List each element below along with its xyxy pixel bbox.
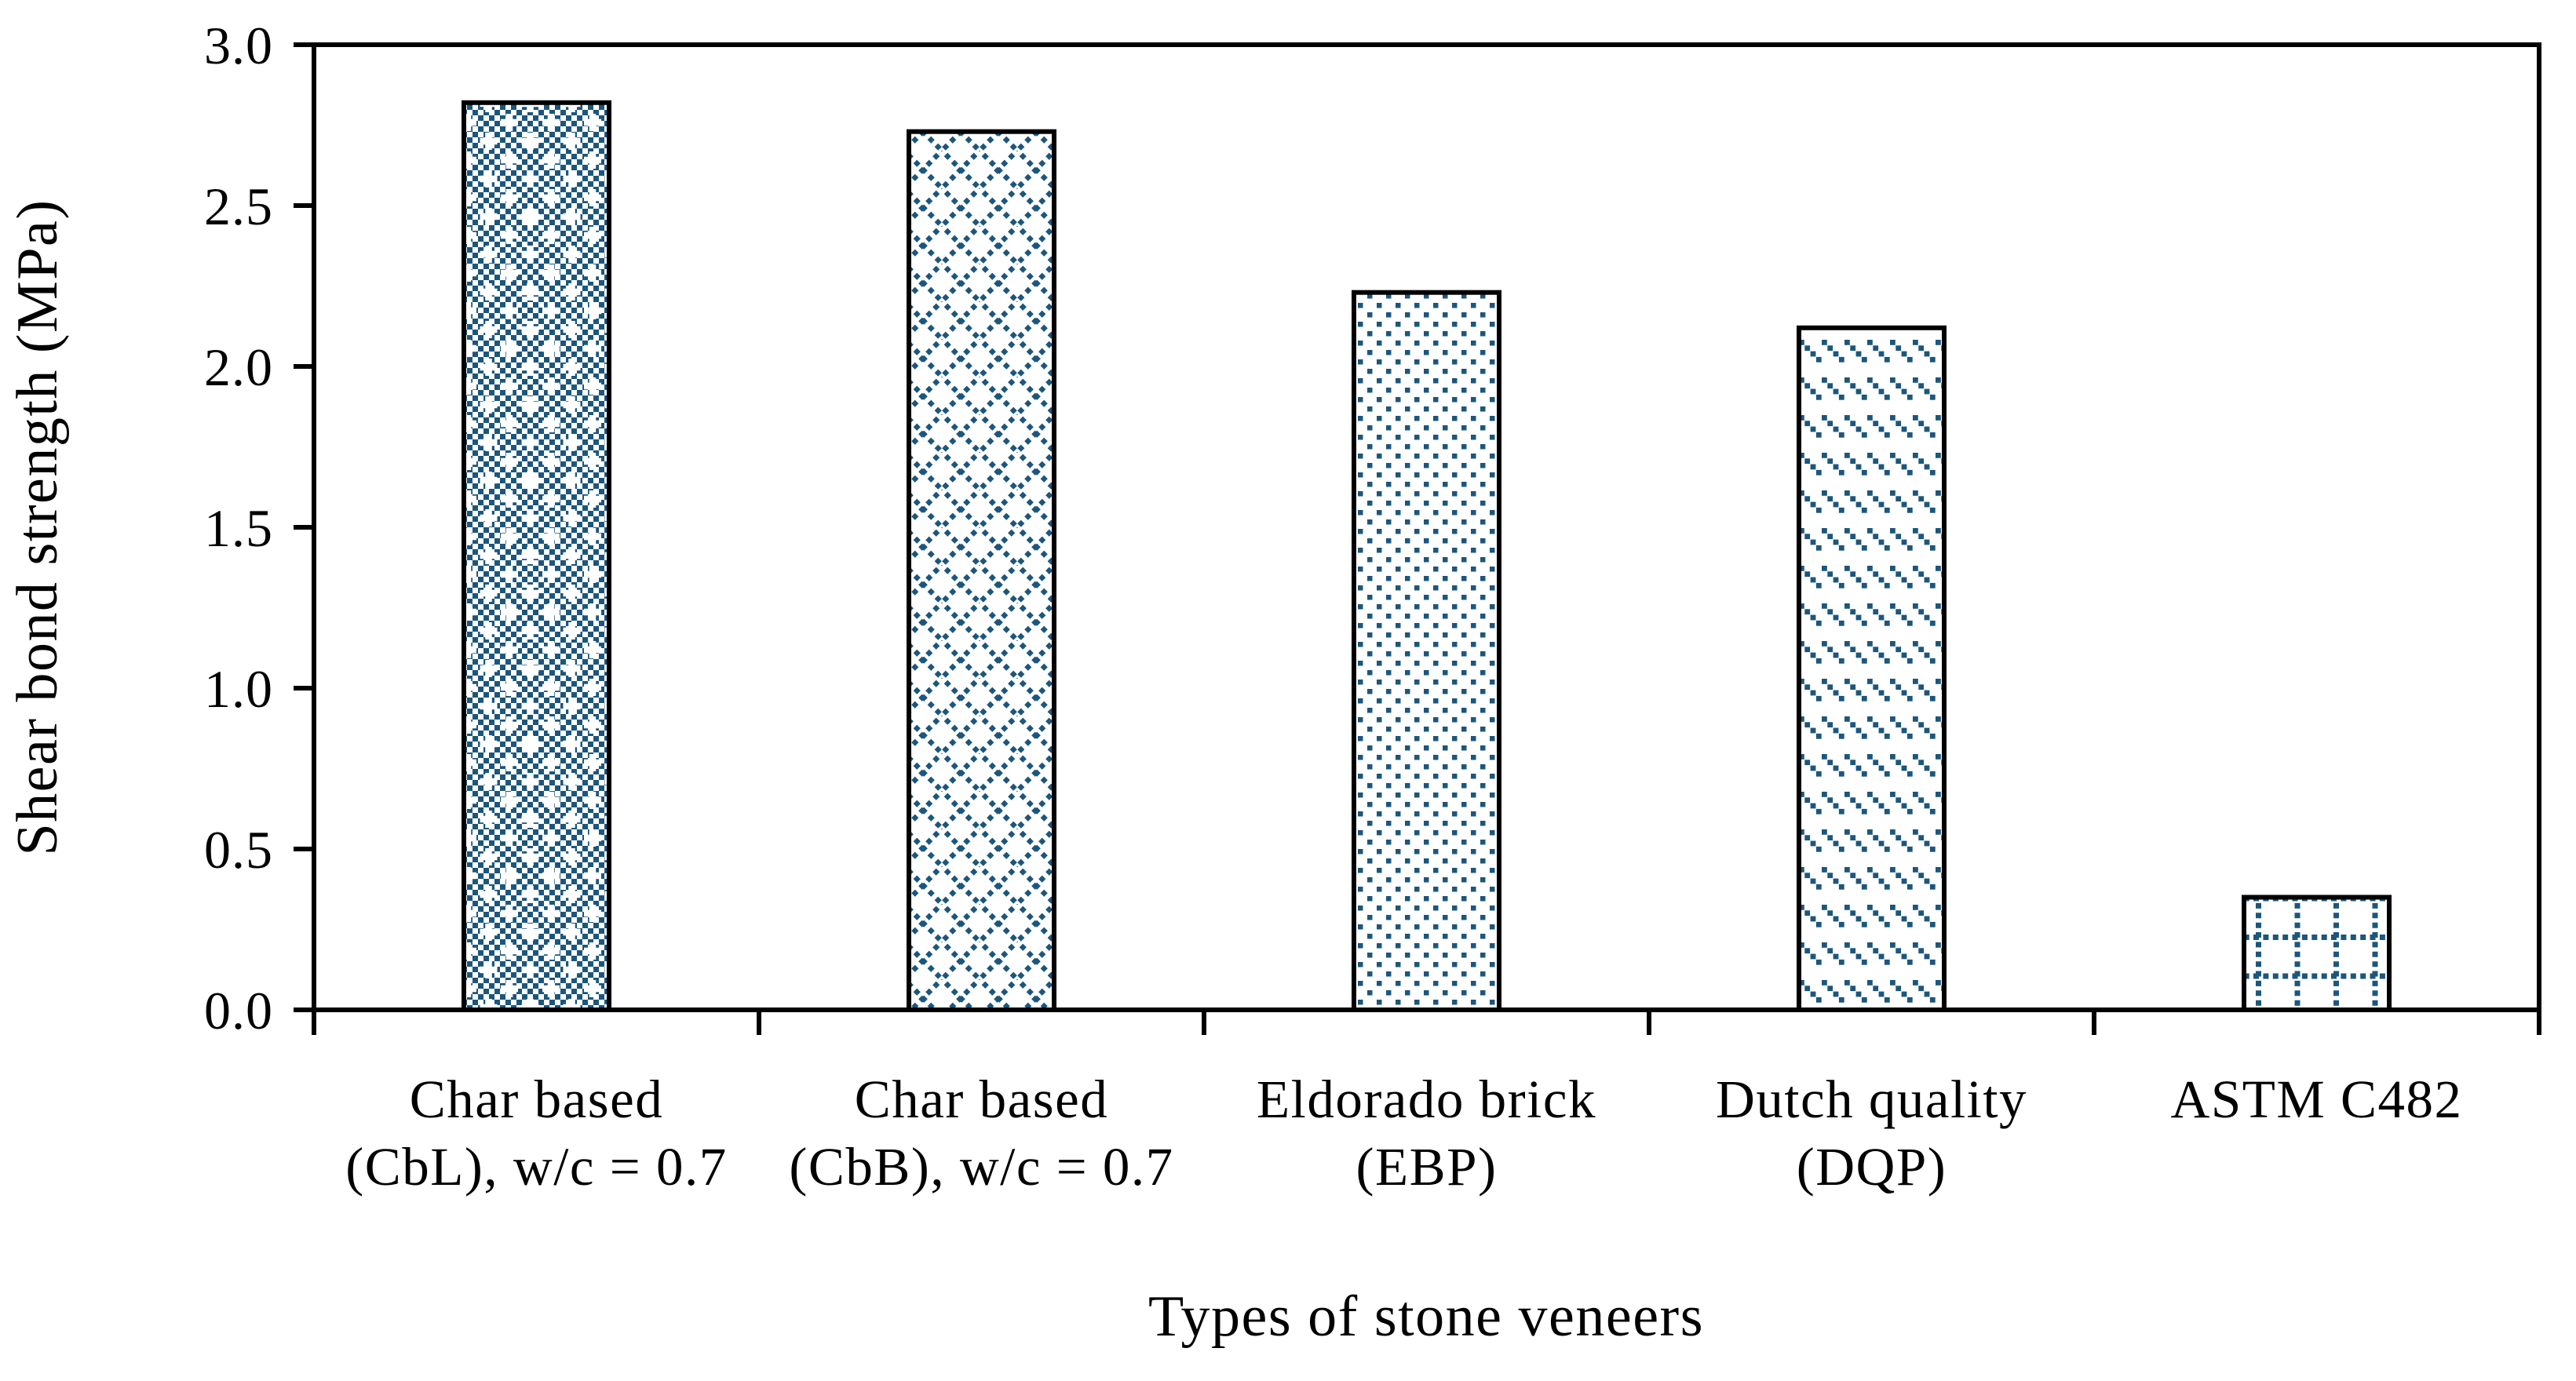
x-category-labels: Char based (CbL), w/c = 0.7 Char based (CbB… [345,1069,2463,1197]
x-category-label: Char based [855,1069,1108,1129]
x-category-label: Char based [410,1069,663,1129]
bar [907,129,1056,1013]
bar-fill-diamond-dot-lattice [909,131,1054,1011]
x-category-label: (CbB), w/c = 0.7 [789,1137,1173,1197]
x-category-label: ASTM C482 [2171,1069,2463,1129]
y-tick-label: 1.0 [204,659,273,719]
bar [1797,325,1947,1012]
bar [1352,290,1501,1012]
y-tick-label: 2.0 [204,337,273,397]
bar-fill-sparse-dots [1354,292,1499,1010]
x-category-label: (EBP) [1356,1137,1498,1197]
x-category-label: (DQP) [1797,1137,1947,1197]
bar [462,100,611,1012]
bar-fill-dashed-diagonal [1799,327,1944,1010]
bar-fill-dotted-grid [2244,897,2389,1010]
y-tick-label: 0.5 [204,820,273,880]
x-category-label: (CbL), w/c = 0.7 [345,1137,727,1197]
x-category-label: Dutch quality [1716,1069,2027,1129]
y-tick-label: 1.5 [204,498,273,558]
bars-group [462,100,2392,1013]
bar [2242,895,2392,1012]
bar-fill-dense-checker-with-plus [464,102,609,1010]
y-tick-label: 0.0 [204,981,273,1040]
y-axis-title: Shear bond strength (MPa) [5,199,70,856]
x-axis-ticks [312,1010,2541,1035]
y-axis-ticks: 0.0 0.5 1.0 1.5 2.0 2.5 3.0 [204,16,314,1040]
x-category-label: Eldorado brick [1257,1069,1596,1129]
y-tick-label: 2.5 [204,177,273,236]
y-tick-label: 3.0 [204,16,273,75]
x-axis-title: Types of stone veneers [1148,1284,1704,1349]
